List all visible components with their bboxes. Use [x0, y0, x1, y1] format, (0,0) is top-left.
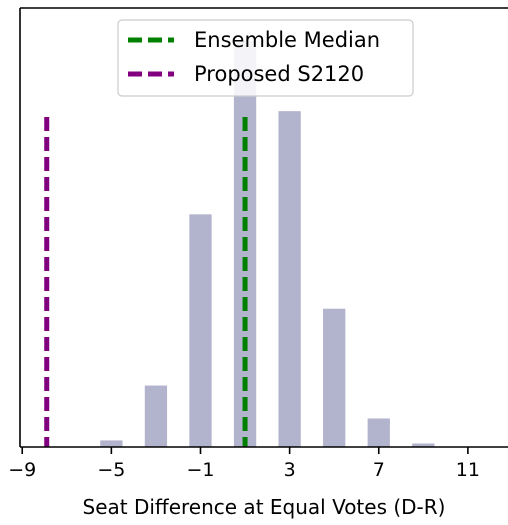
histogram-bar [100, 440, 123, 447]
x-tick-label: −9 [8, 459, 36, 481]
legend-label-proposed-s2120: Proposed S2120 [194, 62, 364, 86]
histogram-bar [278, 111, 301, 447]
x-tick-label: −5 [97, 459, 125, 481]
reference-lines-layer [44, 117, 248, 447]
legend: Ensemble Median Proposed S2120 [117, 19, 414, 97]
histogram-bar [189, 214, 212, 447]
legend-box [117, 19, 414, 97]
x-axis-label: Seat Difference at Equal Votes (D-R) [83, 495, 446, 519]
bars-layer [100, 40, 435, 448]
x-ticks-layer: −9 −5 −1 3 7 11 [8, 447, 480, 481]
x-tick-label: 3 [284, 459, 296, 481]
legend-label-ensemble-median: Ensemble Median [194, 28, 380, 52]
histogram-bar [323, 308, 346, 447]
x-tick-label: 11 [456, 459, 480, 481]
histogram-bar [144, 385, 168, 447]
x-tick-label: 7 [373, 459, 385, 481]
histogram-bar [412, 443, 435, 447]
histogram-bar [367, 418, 390, 447]
axes-layer [19, 7, 508, 448]
x-tick-label: −1 [186, 459, 214, 481]
